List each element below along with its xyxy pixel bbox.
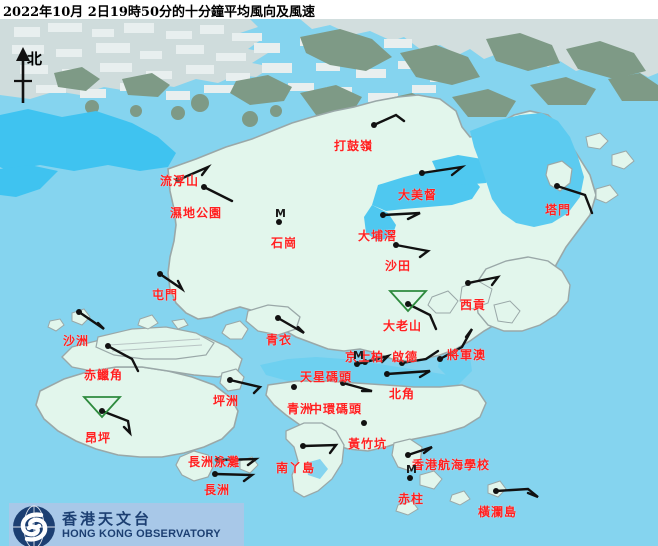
deep-bay-water: [0, 109, 176, 171]
station-dot-layer: [76, 122, 560, 494]
tap-mun-island: [545, 160, 573, 192]
deep-bay-lower: [0, 165, 58, 197]
map-graphic: [0, 19, 658, 546]
station-label: 塔門: [545, 203, 572, 217]
cheung-chau-island: [175, 450, 215, 482]
station-label: 南丫島: [276, 461, 316, 475]
station-label: 啟德: [392, 350, 419, 364]
hko-emblem-icon: [13, 505, 55, 546]
page-title: 2022年10月 2日19時50分的十分鐘平均風向及風速: [3, 5, 316, 20]
station-label: 昂坪: [85, 431, 112, 445]
hko-logo: 香港天文台 HONG KONG OBSERVATORY: [9, 503, 244, 546]
station-label: 赤柱: [398, 492, 425, 506]
wind-barb-layer: [77, 113, 594, 499]
calm-marker: M: [353, 349, 364, 362]
hko-name-english: HONG KONG OBSERVATORY: [62, 528, 221, 541]
station-label: 沙洲: [63, 334, 90, 348]
station-label: 長洲: [204, 483, 231, 497]
station-label: 天星碼頭: [300, 370, 353, 384]
lamma-island: [285, 422, 345, 498]
station-label: 石崗: [271, 236, 298, 250]
station-label: 青洲: [287, 402, 314, 416]
station-label: 青衣: [266, 333, 293, 347]
hko-wordmark: 香港天文台 HONG KONG OBSERVATORY: [62, 512, 221, 540]
station-label: 大美督: [398, 188, 438, 202]
gale-triangle-layer: [81, 290, 429, 419]
station-label: 流浮山: [160, 174, 200, 188]
station-label: 橫瀾島: [478, 505, 518, 519]
hko-name-chinese: 香港天文台: [62, 510, 153, 529]
station-label: 坪洲: [213, 394, 240, 408]
mainland-satellite-layer: [0, 19, 658, 127]
title-bar: 2022年10月 2日19時50分的十分鐘平均風向及風速: [0, 0, 658, 20]
ma-wan-island: [221, 320, 249, 340]
chek-lap-kok: [95, 326, 215, 360]
mirs-bay: [470, 113, 584, 227]
station-label: 大老山: [383, 319, 423, 333]
station-label: 中環碼頭: [310, 402, 363, 416]
station-label: 大埔滘: [358, 229, 398, 243]
north-label: 北: [27, 50, 43, 68]
lamma-inlet: [306, 459, 328, 479]
station-label: 長洲泳灘: [188, 455, 241, 469]
station-label: 打鼓嶺: [334, 139, 374, 153]
station-label: 屯門: [152, 288, 179, 302]
station-label: 沙田: [385, 259, 412, 273]
station-label: 香港航海學校: [412, 458, 491, 472]
junk-bay: [438, 351, 472, 381]
station-label: 赤鱲角: [84, 368, 124, 382]
plover-cove: [432, 155, 494, 185]
station-label: 黃竹坑: [348, 437, 388, 451]
station-label: 濕地公園: [170, 206, 223, 220]
station-label: 京士柏: [345, 350, 385, 364]
station-label: 西貢: [460, 298, 487, 312]
map-canvas: 北 打鼓嶺流浮山濕地公園石崗 M 大美督塔門大埔滘沙田屯門西貢大老山沙洲赤鱲角 青衣京…: [0, 19, 658, 546]
north-arrow-icon: [14, 47, 32, 103]
station-label: 將軍澳: [447, 348, 487, 362]
calm-marker: M: [406, 463, 417, 476]
calm-marker: M: [275, 207, 286, 220]
station-label: 北角: [389, 387, 416, 401]
